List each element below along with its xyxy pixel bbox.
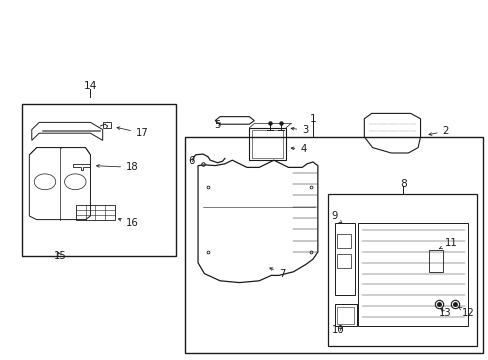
Text: 17: 17: [117, 127, 148, 138]
Text: 8: 8: [399, 179, 406, 189]
Bar: [337, 254, 350, 268]
Text: 12: 12: [458, 307, 474, 318]
Bar: [334, 304, 356, 326]
Text: 15: 15: [54, 251, 66, 261]
Bar: [22, 104, 176, 256]
Bar: [428, 250, 442, 272]
Text: 11: 11: [439, 238, 457, 249]
Text: 6: 6: [188, 156, 194, 166]
Bar: [327, 194, 476, 346]
Text: 4: 4: [290, 144, 306, 154]
Text: 7: 7: [269, 268, 285, 279]
Text: 18: 18: [96, 162, 139, 172]
Bar: [76, 205, 115, 220]
Text: 2: 2: [428, 126, 448, 136]
Text: 14: 14: [83, 81, 97, 91]
Bar: [184, 137, 482, 353]
Bar: [252, 130, 283, 158]
Text: 3: 3: [290, 125, 308, 135]
Text: 5: 5: [214, 120, 220, 130]
Text: 13: 13: [438, 308, 450, 318]
Text: 9: 9: [331, 211, 341, 223]
Bar: [337, 307, 353, 324]
Text: 10: 10: [331, 325, 344, 336]
Text: 16: 16: [118, 218, 139, 228]
Bar: [249, 128, 285, 160]
Text: 1: 1: [309, 114, 316, 124]
Bar: [337, 234, 350, 248]
Bar: [102, 122, 111, 128]
